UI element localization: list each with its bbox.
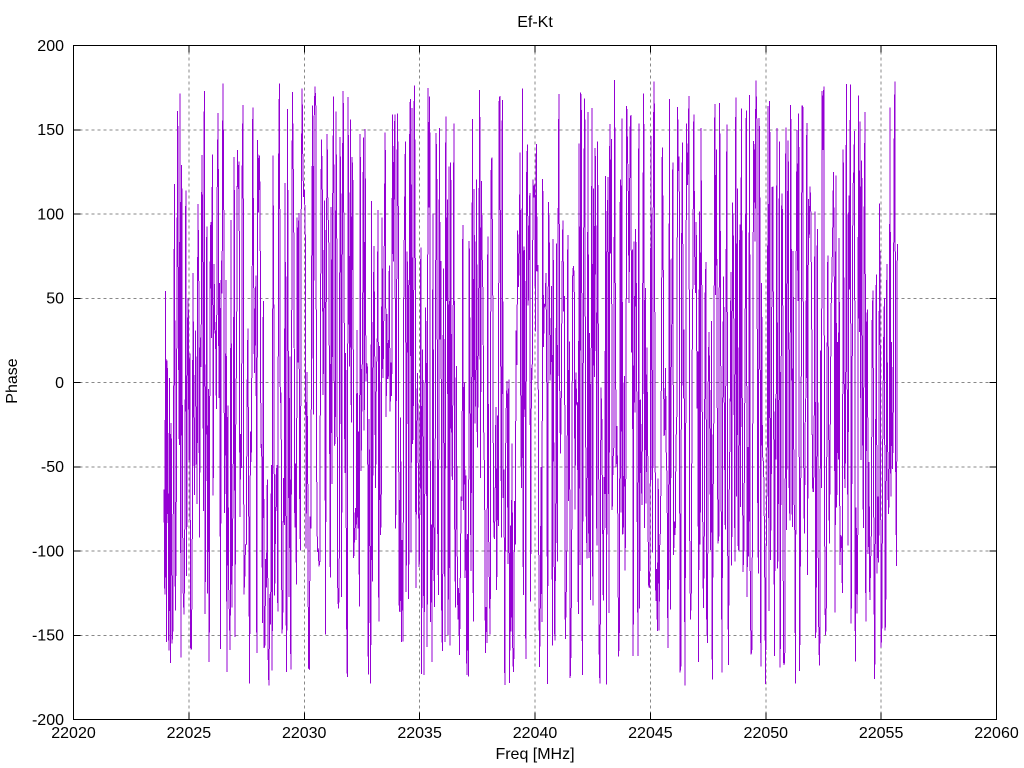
svg-text:-150: -150 — [32, 628, 64, 645]
svg-text:22025: 22025 — [167, 725, 212, 742]
svg-text:22060: 22060 — [974, 725, 1019, 742]
svg-text:22035: 22035 — [397, 725, 442, 742]
svg-text:22020: 22020 — [51, 725, 96, 742]
svg-text:Phase: Phase — [4, 358, 21, 403]
svg-text:22055: 22055 — [859, 725, 904, 742]
svg-text:150: 150 — [37, 122, 64, 139]
svg-text:-100: -100 — [32, 543, 64, 560]
svg-text:200: 200 — [37, 38, 64, 55]
svg-text:100: 100 — [37, 206, 64, 223]
svg-text:22030: 22030 — [282, 725, 327, 742]
svg-text:0: 0 — [55, 375, 64, 392]
svg-text:Ef-Kt: Ef-Kt — [517, 14, 553, 31]
svg-text:-200: -200 — [32, 712, 64, 729]
svg-text:22050: 22050 — [744, 725, 789, 742]
svg-text:-50: -50 — [41, 459, 64, 476]
svg-text:22045: 22045 — [628, 725, 673, 742]
svg-text:50: 50 — [46, 291, 64, 308]
svg-text:Freq [MHz]: Freq [MHz] — [495, 746, 574, 763]
svg-text:22040: 22040 — [513, 725, 558, 742]
